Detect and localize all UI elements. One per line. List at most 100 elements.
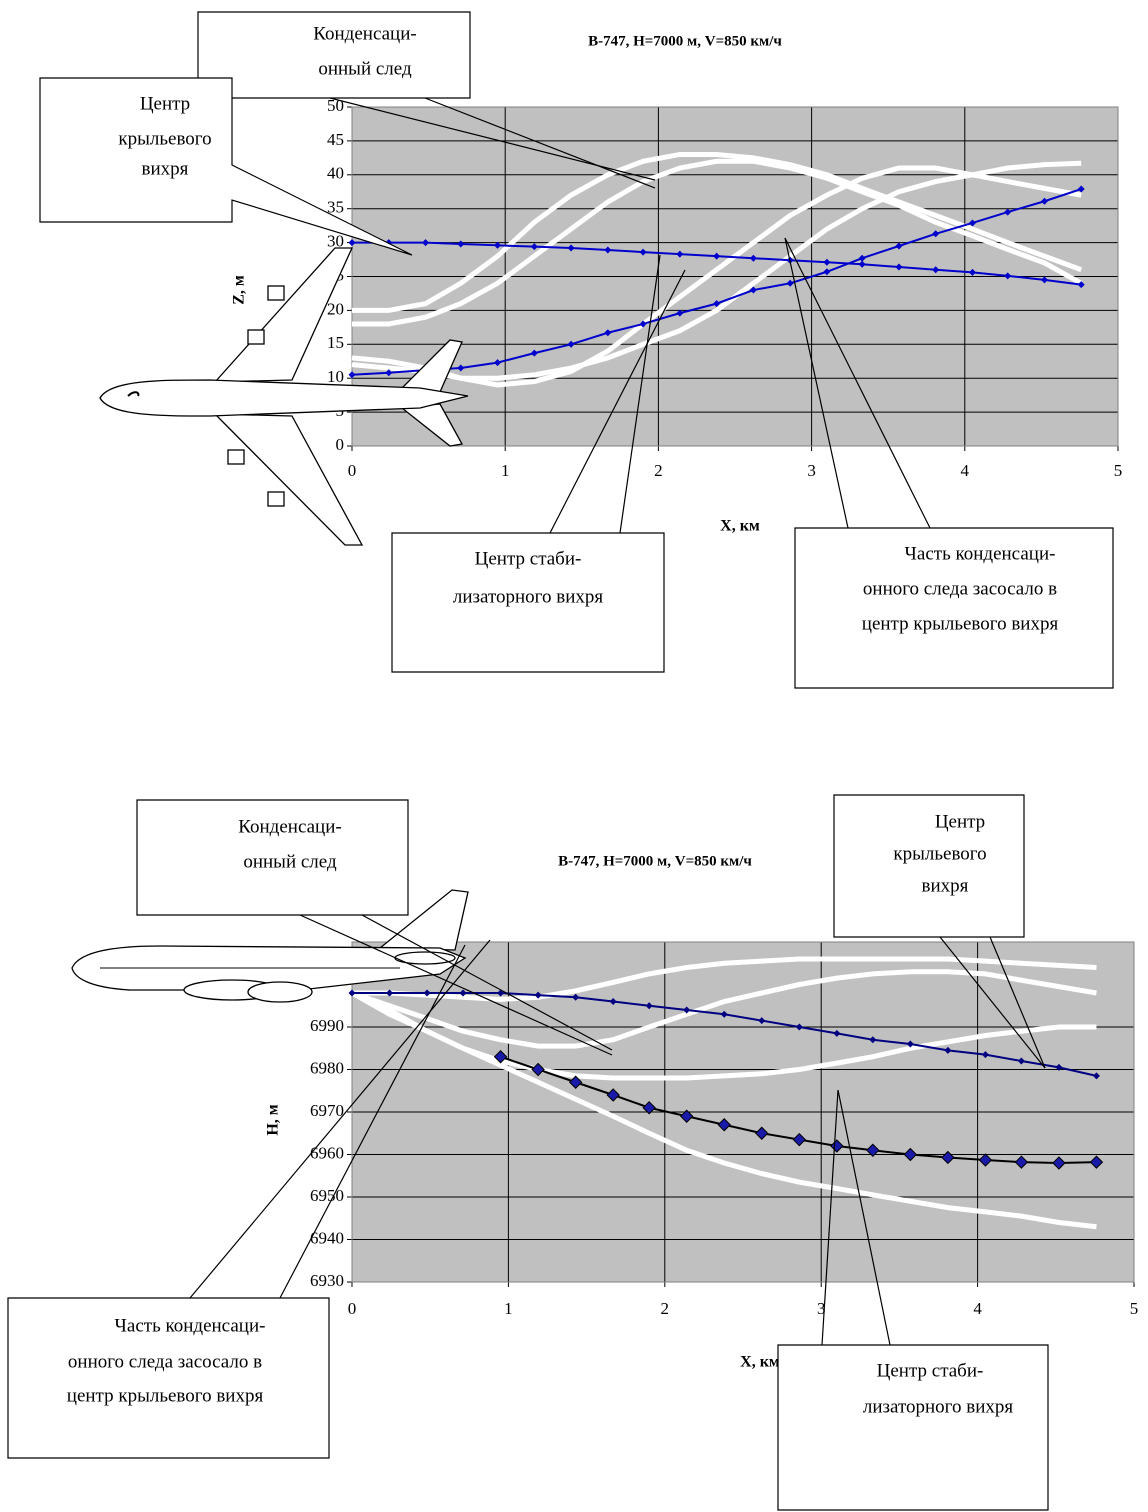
- annotation-text: Часть конденсаци-: [905, 543, 1056, 564]
- data-point: [823, 258, 831, 266]
- callout-leader: [424, 97, 656, 189]
- y-tick-label: 50: [327, 96, 344, 115]
- data-point: [534, 991, 542, 999]
- plot-layer: 6930 6940 6950 6960 6970 6980 6990 0 1 2 3 4 5: [310, 941, 1138, 1318]
- y-tick-label: 6980: [310, 1058, 344, 1077]
- y-tick-label: 40: [327, 164, 344, 183]
- data-point: [530, 243, 538, 251]
- y-tick-label: 20: [327, 299, 344, 318]
- series-line: [351, 160, 1082, 381]
- data-point: [749, 254, 757, 262]
- data-point: [823, 268, 831, 276]
- data-point: [941, 1150, 955, 1165]
- overlay-layer: B-747, H=7000 м, V=850 км/ч X, км Z, м Конд…: [39, 11, 1114, 689]
- callout-leader: [619, 254, 661, 534]
- x-tick-label: 0: [348, 1299, 357, 1318]
- annotation-text: Конденсаци-: [238, 816, 341, 837]
- data-point: [968, 268, 976, 276]
- annotation-text: центр крыльевого вихря: [67, 1385, 264, 1406]
- annotation-text: Центр: [935, 811, 985, 832]
- x-tick-label: 1: [501, 461, 510, 480]
- x-tick-label: 5: [1114, 461, 1123, 480]
- annotation-text: онного следа засосало в: [68, 1351, 262, 1372]
- data-point: [895, 242, 903, 250]
- y-tick-label: 6940: [310, 1228, 344, 1247]
- series-line: [350, 990, 1097, 1230]
- callout-leader: [784, 237, 849, 529]
- data-point: [457, 240, 465, 248]
- data-point: [386, 989, 394, 997]
- data-point: [567, 340, 575, 348]
- callout-leader: [989, 936, 1046, 1069]
- plot-frame: [351, 106, 1119, 447]
- annotation-text: Центр стаби-: [475, 548, 582, 569]
- callout-box: [39, 77, 413, 256]
- annotation-text: онный след: [318, 58, 412, 79]
- data-point: [676, 309, 684, 317]
- y-tick-label: 45: [327, 130, 344, 149]
- y-tick-label: 0: [336, 435, 345, 454]
- y-tick-label: 15: [327, 333, 344, 352]
- annotation-text: Конденсаци-: [313, 23, 416, 44]
- plot-layer: 05101520253035404550012345: [327, 96, 1122, 480]
- data-point: [604, 329, 612, 337]
- callout-box: [197, 11, 471, 99]
- data-point: [683, 1006, 691, 1014]
- callout-box: [136, 799, 409, 916]
- data-point: [572, 993, 580, 1001]
- data-point: [676, 250, 684, 258]
- y-tick-label: 6970: [310, 1101, 344, 1120]
- series-line: [352, 151, 1083, 313]
- series-line: [352, 158, 1083, 327]
- data-point: [755, 1126, 769, 1140]
- data-point: [494, 359, 502, 367]
- annotation-text: вихря: [142, 158, 189, 179]
- data-point: [1014, 1155, 1029, 1169]
- data-point: [494, 241, 502, 249]
- annotation-text: Центр стаби-: [877, 1360, 984, 1381]
- chart-title: B-747, H=7000 м, V=850 км/ч: [558, 853, 752, 869]
- data-point: [1077, 281, 1085, 289]
- data-point: [792, 1132, 807, 1147]
- annotation-text: лизаторного вихря: [453, 586, 604, 607]
- data-point: [422, 239, 430, 247]
- data-point: [493, 1050, 508, 1064]
- data-point: [968, 219, 976, 227]
- data-point: [1055, 1063, 1063, 1071]
- y-axis-label: Z, м: [231, 275, 248, 305]
- plot-frame: [351, 941, 1135, 1283]
- plane-side-view: [71, 889, 469, 1003]
- callout-leader: [784, 237, 931, 529]
- data-point: [981, 1051, 989, 1059]
- data-point: [786, 279, 794, 287]
- callout-box: [777, 1344, 1049, 1511]
- data-point: [906, 1040, 914, 1048]
- data-point: [858, 260, 866, 268]
- data-point: [604, 246, 612, 254]
- x-tick-label: 4: [973, 1299, 982, 1318]
- callout-leader: [361, 914, 613, 1051]
- callout-box: [391, 532, 665, 673]
- annotation-text: лизаторного вихря: [863, 1396, 1014, 1417]
- annotation-text: центр крыльевого вихря: [862, 613, 1059, 634]
- data-point: [717, 1118, 731, 1132]
- overlay-layer: B-747, H=7000 м, V=850 км/ч X, км H, м Конд…: [7, 794, 1049, 1511]
- data-point: [606, 1088, 620, 1102]
- data-point: [869, 1036, 877, 1044]
- data-point: [423, 989, 431, 997]
- data-point: [568, 1075, 583, 1089]
- x-tick-label: 4: [961, 461, 970, 480]
- callout-box: [833, 794, 1025, 938]
- data-point: [758, 1017, 766, 1025]
- x-tick-label: 3: [807, 461, 816, 480]
- data-point: [858, 254, 866, 262]
- data-point: [1089, 1155, 1104, 1169]
- data-point: [348, 239, 356, 247]
- data-point: [795, 1023, 803, 1031]
- data-point: [348, 989, 356, 997]
- callout-leader: [299, 914, 613, 1056]
- x-tick-label: 0: [348, 461, 357, 480]
- data-point: [932, 266, 940, 274]
- data-point: [567, 244, 575, 252]
- series-line: [351, 969, 1097, 1049]
